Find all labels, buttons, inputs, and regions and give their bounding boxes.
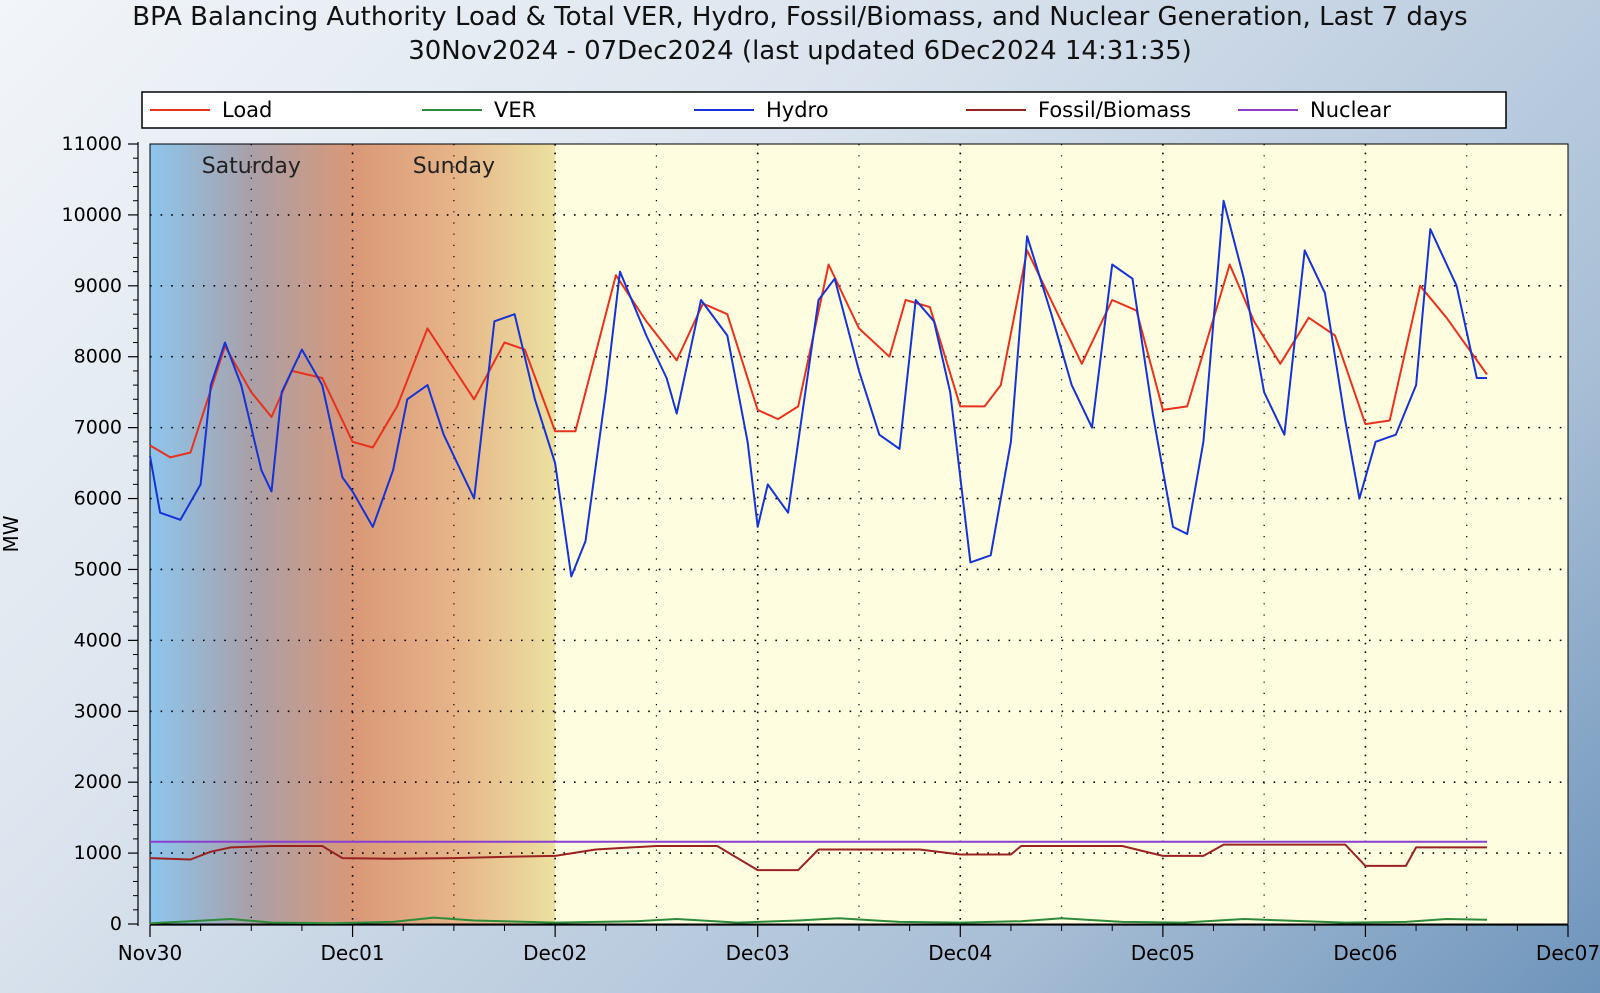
series-ver-line [149,916,1488,925]
y-tick-label: 9000 [74,275,122,297]
x-tick-label: Dec03 [726,941,790,965]
y-tick-label: 8000 [74,346,122,368]
y-tick-label: 0 [110,913,122,935]
x-tick-label: Dec04 [928,941,992,965]
series-fossil-biomass-line [149,843,1487,872]
legend-label: Nuclear [1310,98,1391,122]
plot-border [149,143,1569,925]
chart-title: BPA Balancing Authority Load & Total VER… [132,2,1468,32]
series-load-line [149,249,1488,459]
weekend-labels: Saturday Sunday [202,154,495,179]
grid [150,144,1568,924]
y-tick-label: 11000 [62,133,122,155]
weekend-label: Saturday [202,154,301,179]
x-tick-label: Dec02 [523,941,587,965]
legend: Load VER Hydro Fossil/Biomass Nuclear [141,91,1507,129]
y-tick-label: 6000 [74,488,122,510]
y-tick-label: 7000 [74,417,122,439]
chart-subtitle: 30Nov2024 - 07Dec2024 (last updated 6Dec… [408,36,1192,66]
y-tick-label: 4000 [74,629,122,651]
y-tick-label: 5000 [74,558,122,580]
legend-label: Fossil/Biomass [1038,98,1191,122]
y-tick-label: 2000 [74,771,122,793]
axes: 0 1000 2000 3000 4000 5000 6000 7000 8000 9000 100… [62,133,1600,965]
y-tick-label: 3000 [74,700,122,722]
y-axis-label: MW [0,515,23,552]
series-hydro-line [149,199,1487,578]
legend-label: VER [494,98,536,122]
legend-label: Load [222,98,272,122]
x-tick-label: Dec05 [1131,941,1195,965]
weekend-label: Sunday [413,154,495,179]
x-tick-label: Dec07 [1536,941,1600,965]
x-tick-label: Nov30 [118,941,182,965]
y-tick-label: 10000 [62,204,122,226]
y-tick-label: 1000 [74,842,122,864]
legend-label: Hydro [766,98,829,122]
series [149,199,1488,925]
x-tick-label: Dec06 [1333,941,1397,965]
x-tick-label: Dec01 [320,941,384,965]
